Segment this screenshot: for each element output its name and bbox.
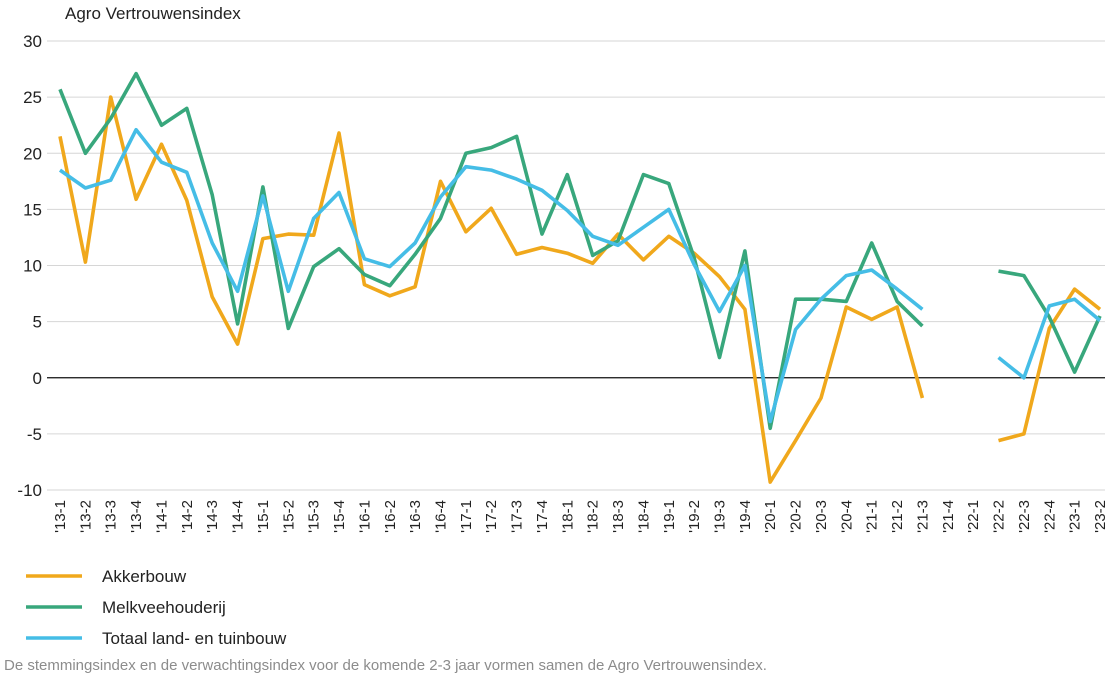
- x-tick-label: '21-4: [940, 500, 957, 533]
- y-tick-label: -5: [27, 425, 42, 444]
- x-tick-labels: '13-1 '13-2 '13-3 '13-4 '14-1 '14-2 '14-3 '14-4…: [52, 500, 1109, 533]
- line-chart: Agro Vertrouwensindex 302520151050-5-10 …: [17, 4, 1109, 648]
- x-tick-label: '13-2: [77, 500, 94, 533]
- x-tick-label: '16-3: [407, 500, 424, 533]
- y-tick-labels: 30 25 20 15 10 5 0 -5 -10: [17, 32, 42, 500]
- x-tick-label: '18-1: [559, 500, 576, 533]
- x-tick-label: '19-4: [737, 500, 754, 533]
- x-tick-label: '13-1: [52, 500, 69, 533]
- series-lines: [58, 71, 1102, 484]
- x-tick-label: '15-1: [255, 500, 272, 533]
- series-line-akkerbouw: [58, 95, 925, 484]
- y-axis-label: Agro Vertrouwensindex: [65, 4, 241, 23]
- x-tick-label: '20-2: [788, 500, 805, 533]
- y-tick-label: 10: [23, 257, 42, 276]
- x-tick-label: '16-1: [356, 500, 373, 533]
- series-line-melkveehouderij: [998, 269, 1102, 374]
- series-line-akkerbouw: [998, 287, 1102, 443]
- x-tick-label: '21-3: [914, 500, 931, 533]
- x-tick-label: '22-3: [1016, 500, 1033, 533]
- x-tick-label: '15-3: [306, 500, 323, 533]
- x-tick-label: '21-2: [889, 500, 906, 533]
- y-tick-label: 30: [23, 32, 42, 51]
- x-tick-label: '22-4: [1041, 500, 1058, 533]
- x-tick-label: '14-3: [204, 500, 221, 533]
- x-tick-label: '17-3: [509, 500, 526, 533]
- x-tick-label: '18-3: [610, 500, 627, 533]
- x-tick-label: '18-4: [635, 500, 652, 533]
- x-tick-label: '23-1: [1067, 500, 1084, 533]
- series-line-melkveehouderij: [58, 71, 924, 431]
- y-tick-label: 5: [33, 313, 42, 332]
- x-tick-label: '20-1: [762, 500, 779, 533]
- legend-label: Totaal land- en tuinbouw: [102, 629, 287, 648]
- y-tick-label: -10: [17, 481, 42, 500]
- x-tick-label: '18-2: [585, 500, 602, 533]
- x-tick-label: '14-1: [153, 500, 170, 533]
- legend: Akkerbouw Melkveehouderij Totaal land- en …: [26, 567, 287, 648]
- x-tick-label: '21-1: [864, 500, 881, 533]
- x-tick-label: '13-4: [128, 500, 145, 533]
- x-tick-label: '17-4: [534, 500, 551, 533]
- y-tick-label: 15: [23, 200, 42, 219]
- x-tick-label: '15-2: [280, 500, 297, 533]
- x-tick-label: '13-3: [103, 500, 120, 533]
- x-tick-label: '20-4: [838, 500, 855, 533]
- x-tick-label: '15-4: [331, 500, 348, 533]
- x-tick-label: '14-2: [179, 500, 196, 533]
- x-tick-label: '23-2: [1092, 500, 1109, 533]
- y-tick-label: 25: [23, 88, 42, 107]
- legend-label: Akkerbouw: [102, 567, 187, 586]
- x-tick-label: '16-2: [382, 500, 399, 533]
- x-tick-label: '22-1: [965, 500, 982, 533]
- x-tick-label: '17-1: [458, 500, 475, 533]
- x-tick-label: '19-3: [712, 500, 729, 533]
- series-line-totaal-land-en-tuinbouw: [58, 127, 924, 424]
- x-tick-label: '19-2: [686, 500, 703, 533]
- x-tick-label: '14-4: [230, 500, 247, 533]
- y-tick-label: 0: [33, 369, 42, 388]
- gridlines: [47, 40, 1105, 491]
- y-tick-label: 20: [23, 144, 42, 163]
- series-line-totaal-land-en-tuinbouw: [997, 297, 1102, 380]
- legend-label: Melkveehouderij: [102, 598, 226, 617]
- x-tick-label: '20-3: [813, 500, 830, 533]
- x-tick-label: '19-1: [661, 500, 678, 533]
- footnote: De stemmingsindex en de verwachtingsinde…: [4, 657, 767, 674]
- x-tick-label: '22-2: [991, 500, 1008, 533]
- x-tick-label: '17-2: [483, 500, 500, 533]
- x-tick-label: '16-4: [432, 500, 449, 533]
